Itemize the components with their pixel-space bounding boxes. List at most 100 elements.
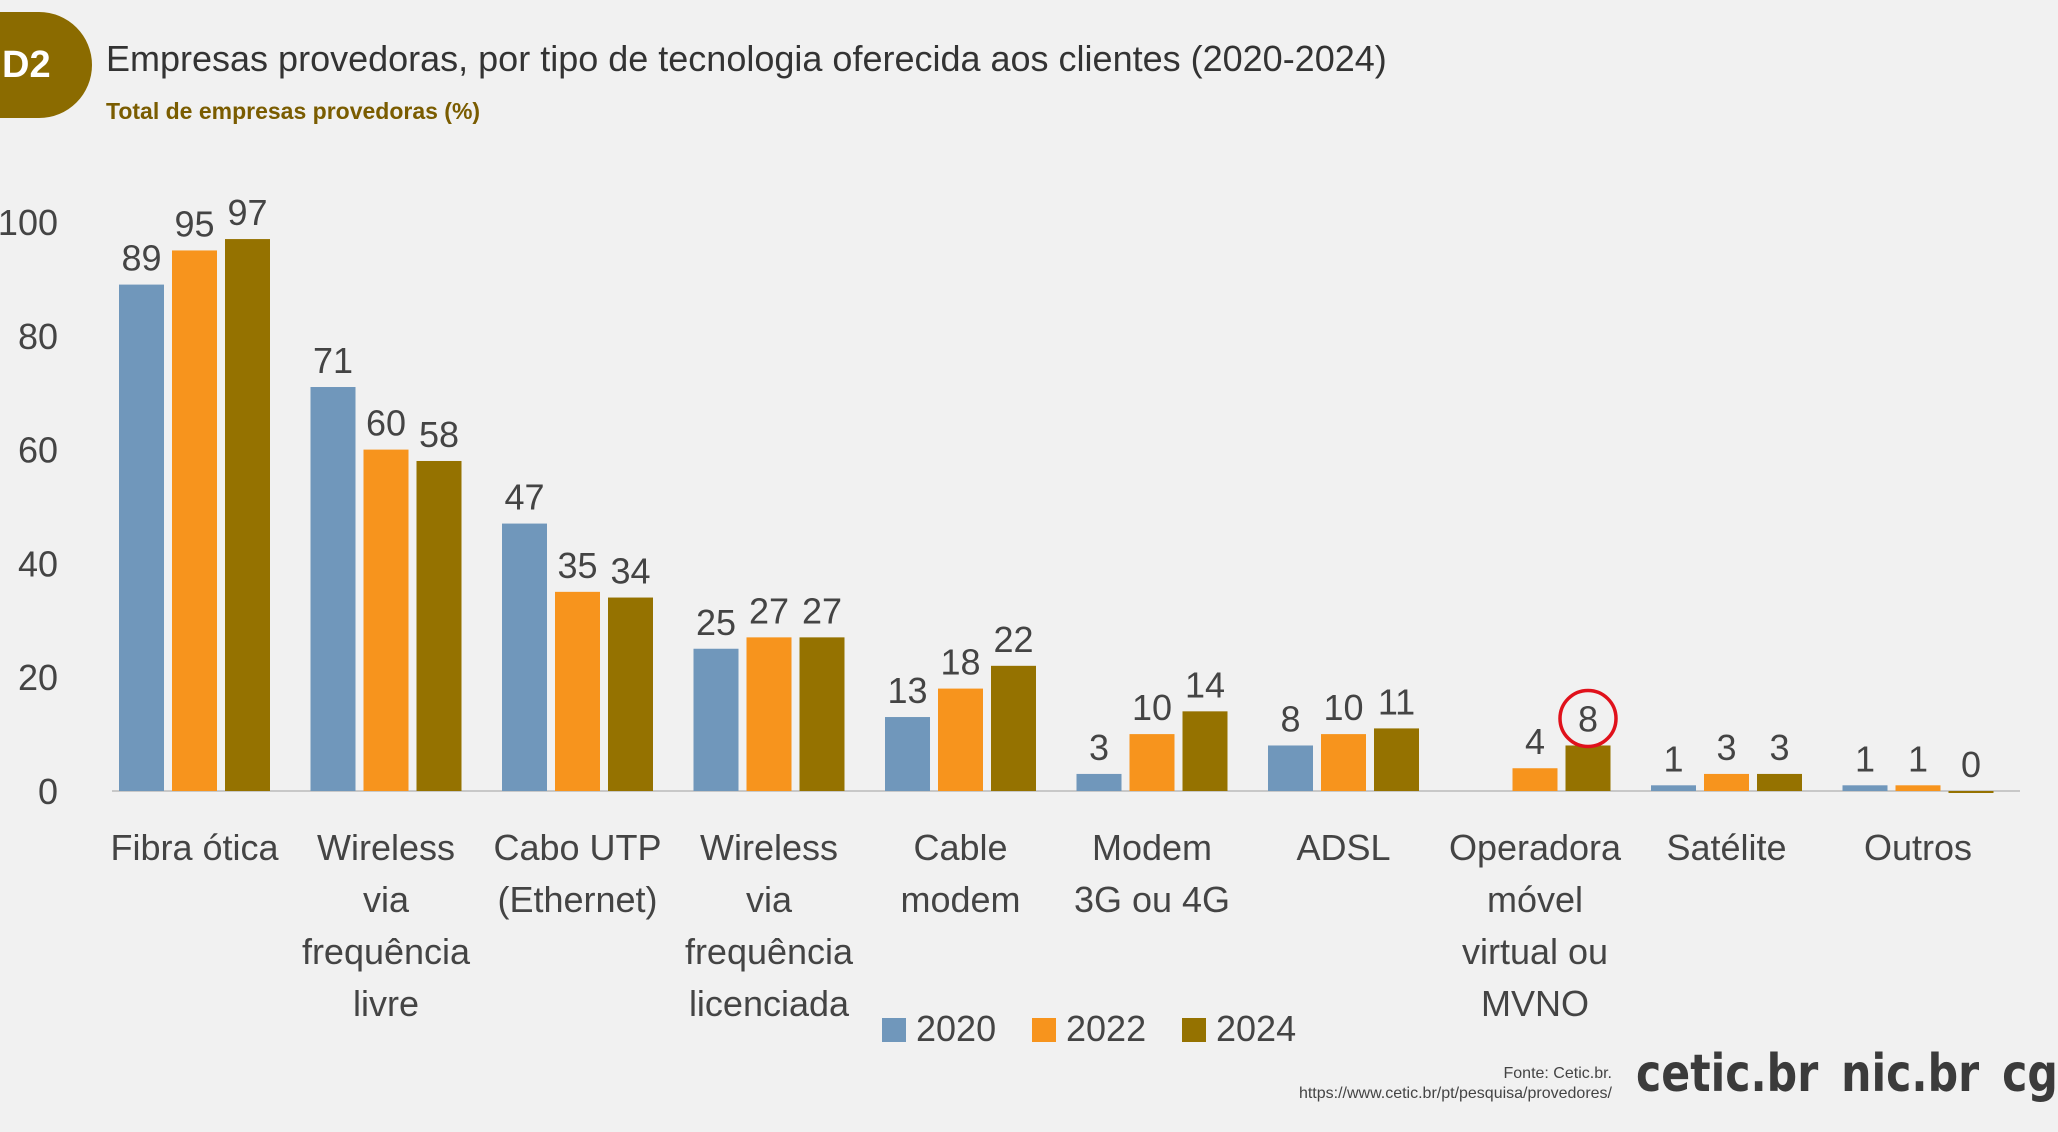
data-label: 22	[993, 619, 1033, 660]
data-label: 58	[419, 414, 459, 455]
x-tick-label-line: ADSL	[1296, 827, 1390, 868]
bar	[172, 250, 217, 791]
legend-label: 2024	[1216, 1008, 1296, 1049]
x-tick-label: Cabo UTP (Ethernet)	[493, 827, 661, 920]
bar	[991, 665, 1036, 791]
x-tick-label: Wireless via frequência licenciada	[685, 827, 854, 1024]
bar	[1512, 768, 1558, 791]
source-line: Fonte: Cetic.br.	[1503, 1065, 1613, 1082]
bar	[119, 284, 164, 791]
bar	[693, 648, 739, 791]
bar	[1842, 785, 1888, 791]
bar	[746, 637, 792, 791]
x-tick-label: Outros	[1864, 827, 1972, 868]
bar	[1651, 785, 1696, 791]
data-label: 3	[1769, 727, 1789, 768]
bar	[1374, 728, 1419, 791]
x-tick-label-line: móvel	[1487, 879, 1583, 920]
data-label: 35	[557, 545, 597, 586]
data-label: 97	[227, 192, 267, 233]
x-tick-label: Operadora móvel virtual ou MVNO	[1449, 827, 1622, 1024]
x-tick-label: Cable modem	[900, 827, 1020, 920]
legend-swatch	[882, 1018, 906, 1042]
x-tick-label-line: modem	[900, 879, 1020, 920]
bar	[1076, 773, 1122, 791]
x-tick-label: ADSL	[1296, 827, 1390, 868]
y-tick-label: 100	[0, 202, 58, 243]
bar	[1321, 734, 1366, 791]
x-tick-label-line: (Ethernet)	[497, 879, 657, 920]
source-url: https://www.cetic.br/pt/pesquisa/provedo…	[1298, 1085, 1612, 1102]
data-label: 4	[1525, 721, 1545, 762]
logo-group: cetic.br nic.br cgi.br	[1636, 1044, 2058, 1104]
data-label: 1	[1855, 738, 1875, 779]
data-label: 3	[1716, 727, 1736, 768]
data-label: 71	[313, 340, 353, 381]
bar	[1704, 773, 1749, 791]
data-label: 8	[1280, 698, 1300, 739]
data-label: 89	[121, 238, 161, 279]
data-label: 60	[366, 403, 406, 444]
bar	[938, 688, 983, 791]
bar	[1948, 791, 1994, 793]
bar	[608, 597, 653, 791]
y-tick-label: 40	[18, 543, 58, 584]
bar	[1895, 785, 1941, 791]
x-tick-label-line: Modem	[1092, 827, 1212, 868]
legend-swatch	[1182, 1018, 1206, 1042]
data-label: 10	[1132, 687, 1172, 728]
source-note: Fonte: Cetic.br. https://www.cetic.br/pt…	[1299, 1064, 1612, 1104]
y-tick-label: 60	[18, 430, 58, 471]
cetic-logo: cetic.br	[1636, 1044, 1819, 1104]
chart-id-badge: D2	[0, 12, 92, 118]
data-label: 95	[174, 203, 214, 244]
x-tick-label-line: frequência	[302, 931, 471, 972]
x-tick-label-line: 3G ou 4G	[1074, 879, 1230, 920]
x-tick-label-line: Wireless	[700, 827, 838, 868]
x-tick-label: Satélite	[1666, 827, 1786, 868]
data-label: 3	[1089, 727, 1109, 768]
y-tick-label: 0	[38, 771, 58, 812]
x-tick-label-line: Satélite	[1666, 827, 1786, 868]
x-tick-label-line: Cable	[913, 827, 1007, 868]
x-tick-label-line: Cabo UTP	[493, 827, 661, 868]
x-tick-label-line: Fibra ótica	[110, 827, 279, 868]
x-tick-label-line: Wireless	[317, 827, 455, 868]
legend-swatch	[1032, 1018, 1056, 1042]
x-tick-label-line: licenciada	[689, 983, 850, 1024]
cgi-logo: cgi.br	[2002, 1044, 2058, 1104]
x-tick-label-line: Operadora	[1449, 827, 1622, 868]
bar	[885, 717, 930, 791]
x-tick-label-line: virtual ou	[1462, 931, 1608, 972]
x-tick-label: Modem 3G ou 4G	[1074, 827, 1230, 920]
data-label: 47	[504, 477, 544, 518]
x-tick-label-line: MVNO	[1481, 983, 1589, 1024]
bar	[1182, 711, 1228, 791]
data-label: 10	[1323, 687, 1363, 728]
data-label: 18	[940, 642, 980, 683]
highlight-circle	[1558, 688, 1618, 749]
y-tick-label: 80	[18, 316, 58, 357]
x-tick-label: Wireless via frequência livre	[302, 827, 471, 1024]
legend-label: 2020	[916, 1008, 996, 1049]
data-label: 0	[1961, 744, 1981, 785]
data-label: 34	[610, 551, 650, 592]
data-label: 25	[696, 602, 736, 643]
bar	[502, 523, 547, 791]
x-tick-label-line: frequência	[685, 931, 854, 972]
x-tick-label-line: livre	[353, 983, 419, 1024]
bar	[555, 591, 600, 791]
bar	[1757, 773, 1802, 791]
data-label: 1	[1908, 738, 1928, 779]
data-label: 1	[1663, 738, 1683, 779]
data-label: 14	[1185, 664, 1225, 705]
legend-label: 2022	[1066, 1008, 1146, 1049]
chart-title: Empresas provedoras, por tipo de tecnolo…	[106, 38, 1387, 79]
data-label: 11	[1378, 681, 1415, 722]
bar	[310, 387, 356, 791]
bar	[363, 449, 409, 791]
chart-subtitle: Total de empresas provedoras (%)	[106, 98, 481, 124]
bar	[799, 637, 845, 791]
bar	[225, 239, 270, 791]
